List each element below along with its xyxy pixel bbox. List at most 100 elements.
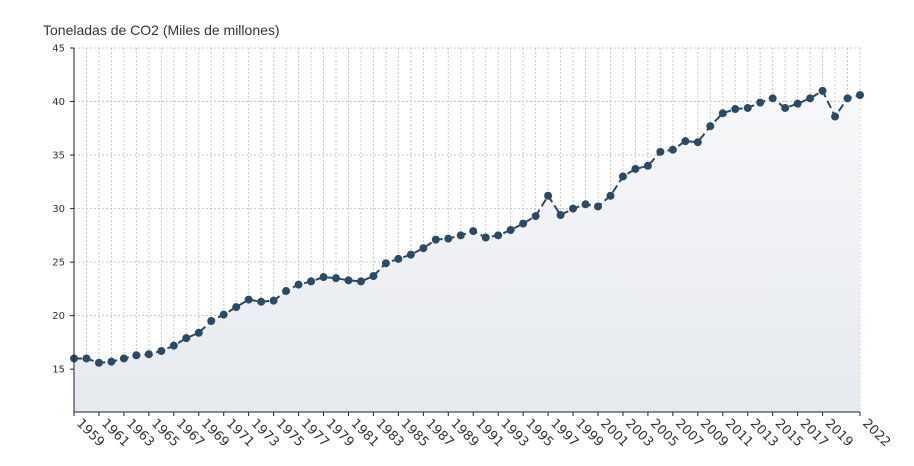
data-point <box>843 94 852 103</box>
x-tick-labels: 1959196119631965196719691971197319751977… <box>73 412 893 450</box>
data-point <box>344 276 353 285</box>
y-tick-label: 45 <box>52 44 65 55</box>
data-point <box>431 235 440 244</box>
x-tick-label: 1971 <box>223 416 257 450</box>
data-point <box>693 138 702 147</box>
data-point <box>456 231 465 240</box>
x-tick-label: 2019 <box>822 416 856 450</box>
data-point <box>706 122 715 131</box>
data-point <box>157 346 166 355</box>
data-point <box>119 354 128 363</box>
data-point <box>381 259 390 268</box>
data-point <box>768 94 777 103</box>
x-tick-label: 1963 <box>123 416 157 450</box>
y-tick-labels: 15 20 25 30 35 40 45 <box>52 44 74 376</box>
x-tick-label: 1999 <box>572 416 606 450</box>
data-point <box>581 200 590 209</box>
data-point <box>818 86 827 95</box>
data-point <box>294 280 303 289</box>
data-point <box>731 105 740 114</box>
data-point <box>618 172 627 181</box>
x-tick-label: 1985 <box>398 416 432 450</box>
x-tick-label: 1975 <box>273 416 307 450</box>
data-point <box>718 109 727 118</box>
data-points <box>70 86 864 367</box>
data-point <box>643 161 652 170</box>
data-point <box>307 277 316 286</box>
data-point <box>481 233 490 242</box>
y-tick-label: 40 <box>52 97 65 108</box>
x-tick-label: 1983 <box>373 416 407 450</box>
data-point <box>356 277 365 286</box>
data-point <box>94 358 103 367</box>
x-tick-label: 2007 <box>672 416 706 450</box>
data-point <box>631 164 640 173</box>
data-point <box>182 334 191 343</box>
x-tick-label: 1993 <box>497 416 531 450</box>
axes <box>73 48 860 413</box>
x-tick-label: 1969 <box>198 416 232 450</box>
x-tick-label: 2001 <box>597 416 631 450</box>
y-tick-label: 20 <box>52 311 65 322</box>
x-tick-label: 1979 <box>323 416 357 450</box>
data-point <box>232 303 241 312</box>
x-tick-label: 1997 <box>547 416 581 450</box>
data-point <box>494 231 503 240</box>
data-point <box>207 317 216 325</box>
data-point <box>419 244 428 253</box>
data-point <box>756 98 765 107</box>
x-tick-label: 1981 <box>348 416 382 450</box>
data-point <box>444 234 453 243</box>
x-tick-label: 2009 <box>697 416 731 450</box>
x-tick-label: 1959 <box>73 416 107 450</box>
x-tick-label: 1989 <box>447 416 481 450</box>
data-point <box>406 250 415 259</box>
data-point <box>668 145 677 154</box>
x-tick-label: 2017 <box>797 416 831 450</box>
data-point <box>469 227 478 236</box>
x-tick-label: 2015 <box>772 416 806 450</box>
y-tick-label: 30 <box>52 204 65 215</box>
data-point <box>519 219 528 228</box>
data-point <box>606 191 615 200</box>
series-line <box>74 89 861 364</box>
x-tick-label: 2013 <box>747 416 781 450</box>
data-point <box>282 287 291 296</box>
data-point <box>569 204 578 213</box>
data-point <box>681 137 690 146</box>
data-point <box>132 351 141 360</box>
data-point <box>556 211 565 220</box>
data-point <box>319 273 328 282</box>
data-point <box>194 328 203 337</box>
data-point <box>594 202 602 211</box>
data-point <box>856 91 864 100</box>
data-point <box>793 99 802 108</box>
series-area <box>74 90 860 412</box>
x-tick-label: 1987 <box>423 416 457 450</box>
data-point <box>82 354 91 363</box>
data-point <box>394 254 403 263</box>
x-tick-label: 1973 <box>248 416 282 450</box>
data-point <box>144 350 153 359</box>
data-point <box>169 341 178 350</box>
data-point <box>781 103 790 112</box>
data-point <box>369 272 378 281</box>
x-tick-label: 1967 <box>173 416 207 450</box>
y-tick-label: 35 <box>52 151 65 162</box>
data-point <box>831 112 840 121</box>
data-point <box>332 274 340 283</box>
data-point <box>656 147 665 156</box>
data-point <box>544 191 553 200</box>
chart-title: Toneladas de CO2 (Miles de millones) <box>43 22 280 38</box>
data-point <box>107 357 116 366</box>
data-point <box>219 310 228 319</box>
y-tick-label: 15 <box>52 365 65 376</box>
x-tick-label: 2005 <box>647 416 681 450</box>
x-tick-label: 1965 <box>148 416 182 450</box>
x-tick-label: 2003 <box>622 416 656 450</box>
data-point <box>531 212 540 221</box>
y-tick-label: 25 <box>52 258 65 269</box>
data-point <box>257 297 266 306</box>
x-tick-label: 2022 <box>859 416 893 450</box>
x-tick-label: 1995 <box>522 416 556 450</box>
